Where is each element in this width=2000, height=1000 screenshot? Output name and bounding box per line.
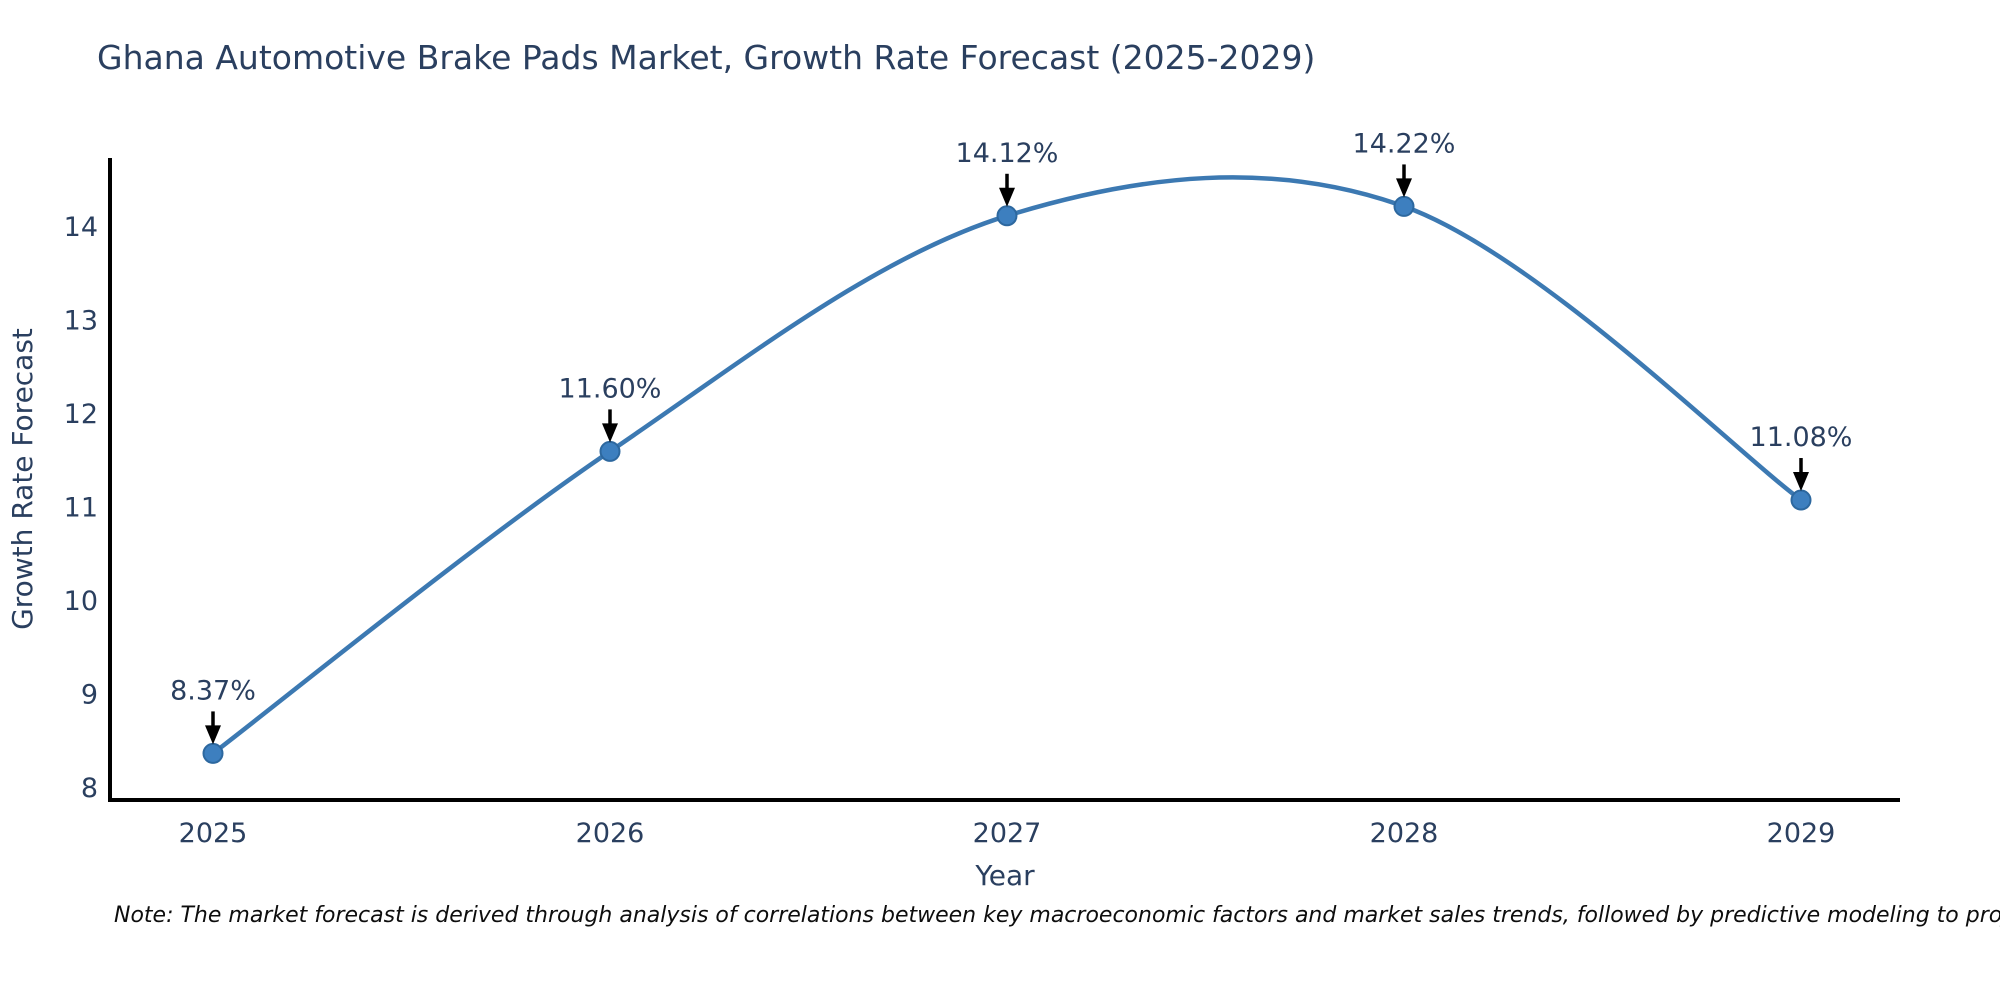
x-axis-title: Year xyxy=(974,859,1035,892)
x-tick-label: 2028 xyxy=(1370,818,1439,849)
data-point-label: 14.12% xyxy=(956,138,1059,169)
data-point-label: 11.08% xyxy=(1750,422,1853,453)
data-point-marker xyxy=(1393,195,1415,217)
data-point-marker xyxy=(996,205,1018,227)
y-tick-label: 14 xyxy=(64,212,98,243)
footnote: Note: The market forecast is derived thr… xyxy=(114,903,2000,928)
data-point-label: 8.37% xyxy=(170,675,256,706)
annotation-arrow-head xyxy=(1793,472,1809,492)
y-tick-label: 12 xyxy=(64,399,98,430)
y-tick-label: 10 xyxy=(64,586,98,617)
y-tick-label: 8 xyxy=(81,773,98,804)
data-point-marker xyxy=(202,742,224,764)
y-axis-title: Growth Rate Forecast xyxy=(6,328,39,630)
chart-title: Ghana Automotive Brake Pads Market, Grow… xyxy=(97,38,1316,77)
x-tick-label: 2029 xyxy=(1767,818,1836,849)
data-point-marker xyxy=(599,440,621,462)
data-point-label: 14.22% xyxy=(1353,128,1456,159)
y-tick-label: 13 xyxy=(64,306,98,337)
y-tick-label: 9 xyxy=(81,680,98,711)
x-tick-label: 2027 xyxy=(973,818,1042,849)
forecast-line xyxy=(210,175,1804,756)
x-tick-label: 2025 xyxy=(179,818,248,849)
data-point-label: 11.60% xyxy=(559,373,662,404)
annotation-arrow-head xyxy=(602,423,618,443)
annotation-arrow-head xyxy=(1396,178,1412,198)
annotation-arrow-head xyxy=(999,187,1015,207)
y-tick-label: 11 xyxy=(64,493,98,524)
x-tick-label: 2026 xyxy=(576,818,645,849)
data-point-marker xyxy=(1790,489,1812,511)
annotation-arrow-head xyxy=(205,725,221,745)
